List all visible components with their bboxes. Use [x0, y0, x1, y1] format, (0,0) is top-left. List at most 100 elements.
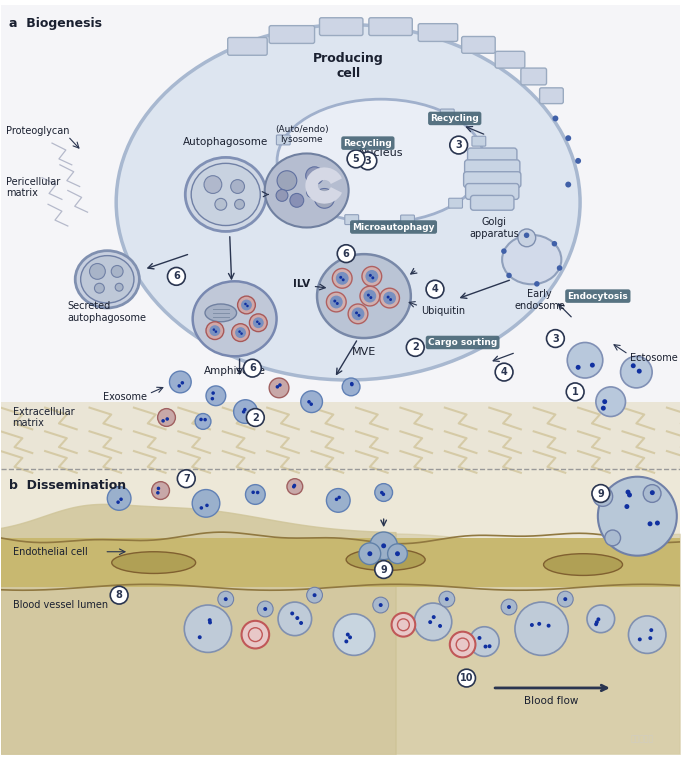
- Circle shape: [197, 635, 202, 639]
- Circle shape: [307, 187, 316, 197]
- Circle shape: [238, 330, 241, 333]
- Text: 9: 9: [380, 565, 387, 575]
- Circle shape: [307, 587, 323, 603]
- Circle shape: [211, 392, 215, 395]
- Text: 8: 8: [116, 591, 122, 600]
- Circle shape: [346, 632, 350, 637]
- Circle shape: [370, 532, 398, 559]
- Circle shape: [276, 385, 279, 389]
- FancyBboxPatch shape: [471, 195, 514, 210]
- Text: Blood flow: Blood flow: [524, 696, 579, 706]
- Circle shape: [237, 296, 255, 314]
- Circle shape: [601, 406, 606, 411]
- Circle shape: [439, 591, 455, 607]
- Circle shape: [278, 602, 312, 635]
- Circle shape: [655, 521, 660, 525]
- Text: Extracellular
matrix: Extracellular matrix: [12, 407, 74, 428]
- Circle shape: [575, 158, 581, 164]
- Circle shape: [391, 613, 416, 637]
- Text: b  Dissemination: b Dissemination: [8, 479, 126, 492]
- Circle shape: [369, 274, 372, 277]
- Circle shape: [157, 487, 160, 490]
- Circle shape: [484, 644, 488, 648]
- Circle shape: [625, 490, 630, 495]
- Circle shape: [375, 483, 393, 502]
- Circle shape: [258, 323, 261, 325]
- Text: a  Biogenesis: a Biogenesis: [8, 17, 102, 30]
- Circle shape: [206, 386, 226, 405]
- Circle shape: [342, 279, 345, 282]
- Text: 3: 3: [455, 140, 462, 150]
- Circle shape: [204, 175, 222, 194]
- Circle shape: [387, 544, 407, 564]
- Circle shape: [367, 294, 370, 297]
- Circle shape: [524, 232, 529, 238]
- Circle shape: [605, 530, 621, 546]
- Circle shape: [373, 597, 389, 613]
- Circle shape: [627, 493, 632, 497]
- Circle shape: [292, 485, 296, 489]
- Text: MVE: MVE: [352, 348, 376, 357]
- Circle shape: [621, 356, 652, 388]
- Circle shape: [426, 280, 444, 298]
- Text: Endocytosis: Endocytosis: [568, 291, 628, 301]
- Circle shape: [359, 543, 380, 565]
- Circle shape: [348, 635, 352, 639]
- Text: Microautophagy: Microautophagy: [352, 222, 435, 231]
- Text: 4: 4: [501, 367, 508, 377]
- Circle shape: [208, 618, 212, 622]
- Circle shape: [330, 295, 343, 308]
- FancyBboxPatch shape: [475, 169, 488, 179]
- Circle shape: [218, 591, 234, 607]
- Text: Autophagosome: Autophagosome: [183, 137, 268, 147]
- Circle shape: [224, 597, 228, 601]
- Text: 5: 5: [353, 154, 359, 164]
- Circle shape: [257, 601, 273, 617]
- Text: Producing
cell: Producing cell: [313, 52, 383, 80]
- Circle shape: [631, 364, 636, 368]
- Circle shape: [546, 329, 564, 348]
- Circle shape: [594, 622, 598, 626]
- Circle shape: [407, 339, 424, 356]
- FancyBboxPatch shape: [297, 197, 311, 207]
- Text: 7: 7: [183, 474, 190, 483]
- Circle shape: [234, 400, 257, 424]
- Circle shape: [256, 491, 259, 494]
- Circle shape: [200, 417, 203, 421]
- FancyBboxPatch shape: [440, 109, 454, 119]
- Circle shape: [213, 329, 215, 331]
- Circle shape: [647, 521, 652, 526]
- Circle shape: [587, 605, 614, 633]
- FancyBboxPatch shape: [228, 37, 267, 55]
- Text: Golgi
apparatus: Golgi apparatus: [469, 217, 519, 239]
- Text: Nucleus: Nucleus: [358, 148, 403, 158]
- Ellipse shape: [111, 552, 195, 574]
- Circle shape: [235, 327, 246, 338]
- Circle shape: [295, 616, 299, 620]
- Circle shape: [552, 115, 559, 121]
- FancyBboxPatch shape: [495, 52, 525, 68]
- FancyBboxPatch shape: [319, 17, 363, 36]
- Circle shape: [312, 594, 316, 597]
- Circle shape: [241, 621, 269, 648]
- Circle shape: [204, 418, 207, 421]
- Circle shape: [89, 263, 105, 279]
- Circle shape: [167, 267, 185, 285]
- Circle shape: [638, 638, 642, 641]
- Circle shape: [566, 135, 571, 141]
- Circle shape: [241, 300, 252, 310]
- Circle shape: [495, 364, 513, 381]
- Circle shape: [215, 330, 217, 333]
- Circle shape: [292, 483, 297, 487]
- Circle shape: [477, 636, 482, 640]
- FancyBboxPatch shape: [345, 215, 358, 225]
- Circle shape: [650, 490, 655, 495]
- Ellipse shape: [265, 153, 349, 228]
- Circle shape: [310, 402, 313, 406]
- Circle shape: [336, 272, 349, 285]
- Circle shape: [593, 487, 612, 506]
- Circle shape: [507, 605, 511, 609]
- Circle shape: [116, 500, 120, 504]
- FancyBboxPatch shape: [400, 215, 414, 225]
- Text: 2: 2: [412, 342, 418, 352]
